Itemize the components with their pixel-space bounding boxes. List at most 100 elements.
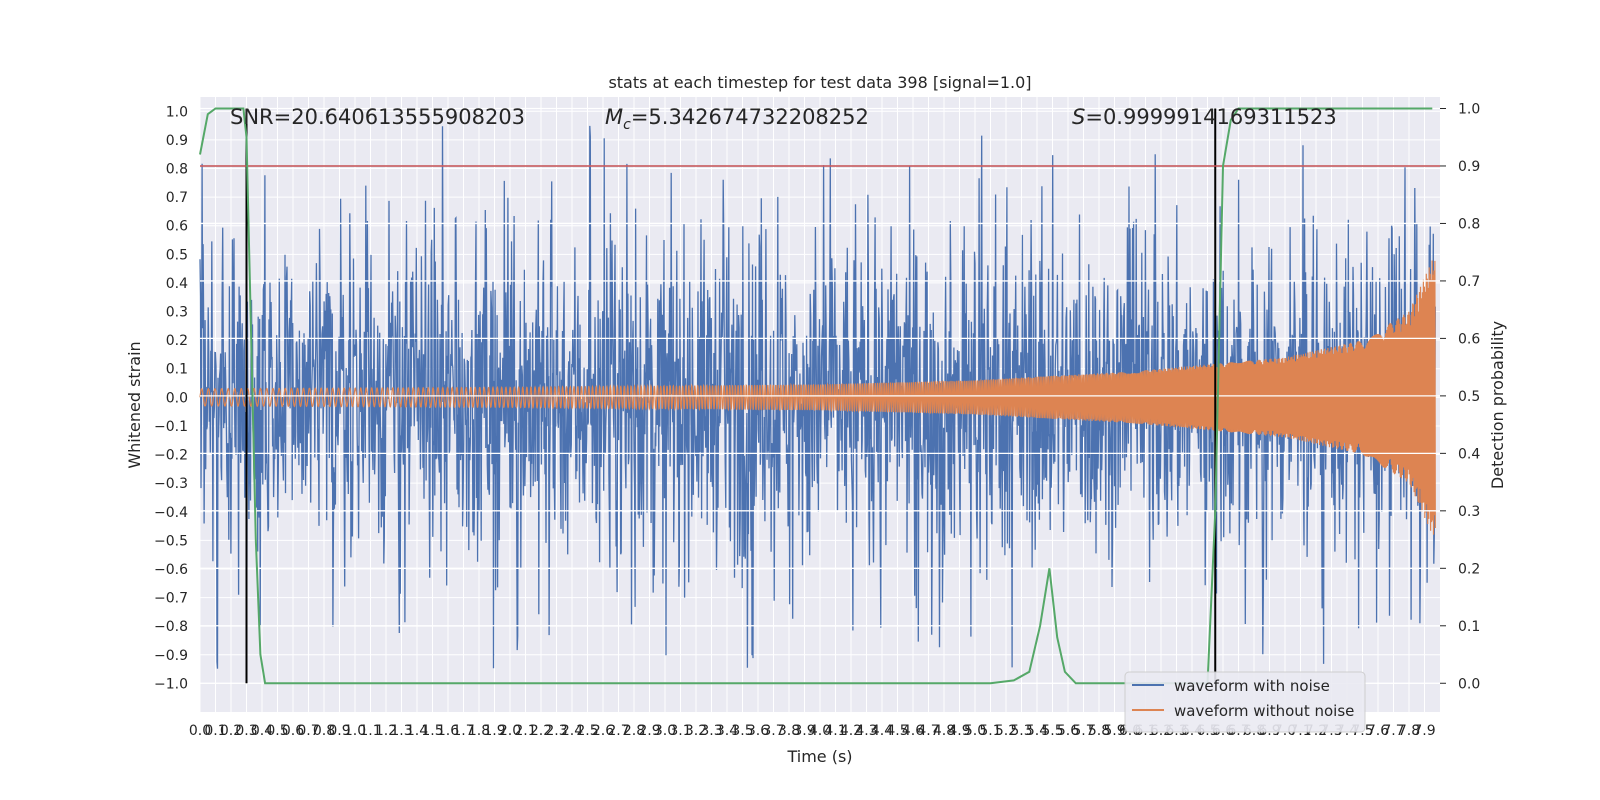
y2-tick-label: 0.6 bbox=[1458, 331, 1480, 347]
y2-tick-label: 0.0 bbox=[1458, 676, 1480, 692]
x-tick-label: 4.9 bbox=[948, 723, 970, 739]
y-tick-label: −0.4 bbox=[154, 505, 188, 521]
grid-overlay bbox=[200, 107, 1440, 684]
y-tick-label: −0.3 bbox=[154, 476, 188, 492]
x-tick-label: 4.4 bbox=[871, 723, 893, 739]
x-tick-label: 1.4 bbox=[406, 723, 428, 739]
waveform-with-noise-line bbox=[199, 125, 1436, 669]
x-tick-label: 7.9 bbox=[1413, 723, 1435, 739]
y2-axis-ticks: 1.0 0.9 0.8 0.7 0.6 0.5 0.4 0.3 0.2 0.1 0.0 bbox=[1440, 101, 1480, 692]
x-tick-label: 3.0 bbox=[654, 723, 676, 739]
vertical-markers bbox=[245, 108, 1217, 684]
x-tick-label: 0.1 bbox=[204, 723, 226, 739]
x-tick-label: 0.2 bbox=[220, 723, 242, 739]
x-tick-label: 2.7 bbox=[607, 723, 629, 739]
chart-title: stats at each timestep for test data 398… bbox=[608, 73, 1031, 92]
x-tick-label: 1.3 bbox=[390, 723, 412, 739]
y-axis-ticks: 1.0 0.9 0.8 0.7 0.6 0.5 0.4 0.3 0.2 0.1 0.0 −0.1 −0.… bbox=[154, 104, 188, 692]
x-tick-label: 0.9 bbox=[328, 723, 350, 739]
y-tick-label: 0.1 bbox=[166, 362, 188, 378]
x-tick-label: 4.5 bbox=[886, 723, 908, 739]
x-tick-label: 5.0 bbox=[964, 723, 986, 739]
y-tick-label: 0.5 bbox=[166, 247, 188, 263]
y-tick-label: 0.3 bbox=[166, 305, 188, 321]
x-tick-label: 2.4 bbox=[561, 723, 583, 739]
y2-tick-label: 0.8 bbox=[1458, 216, 1480, 232]
x-tick-label: 3.3 bbox=[700, 723, 722, 739]
x-tick-label: 3.2 bbox=[685, 723, 707, 739]
y-tick-label: 1.0 bbox=[166, 104, 188, 120]
y2-tick-label: 0.7 bbox=[1458, 274, 1480, 290]
y2-tick-label: 0.9 bbox=[1458, 159, 1480, 175]
x-tick-label: 4.0 bbox=[809, 723, 831, 739]
y2-tick-label: 1.0 bbox=[1458, 101, 1480, 117]
chirp-mass-annotation: Mc=5.342674732208252 bbox=[605, 105, 869, 133]
x-tick-label: 0.8 bbox=[313, 723, 335, 739]
x-tick-label: 3.4 bbox=[716, 723, 738, 739]
snr-annotation: SNR=20.640613555908203 bbox=[230, 105, 525, 129]
y2-tick-label: 0.1 bbox=[1458, 619, 1480, 635]
y-tick-label: 0.6 bbox=[166, 219, 188, 235]
x-tick-label: 1.8 bbox=[468, 723, 490, 739]
x-tick-label: 1.7 bbox=[452, 723, 474, 739]
x-tick-label: 5.4 bbox=[1026, 723, 1048, 739]
series-waveform-with-noise bbox=[199, 125, 1436, 669]
x-tick-label: 4.8 bbox=[933, 723, 955, 739]
legend-box bbox=[1124, 671, 1366, 733]
x-tick-label: 1.6 bbox=[437, 723, 459, 739]
legend-label-noise: waveform with noise bbox=[1174, 677, 1330, 695]
legend-label-clean: waveform without noise bbox=[1174, 702, 1354, 720]
y-tick-label: 0.4 bbox=[166, 276, 188, 292]
x-tick-label: 0.7 bbox=[297, 723, 319, 739]
x-axis-label: Time (s) bbox=[786, 747, 852, 766]
x-tick-label: 5.1 bbox=[979, 723, 1001, 739]
x-tick-label: 2.2 bbox=[530, 723, 552, 739]
x-tick-label: 0.4 bbox=[251, 723, 273, 739]
x-tick-label: 4.3 bbox=[855, 723, 877, 739]
x-tick-label: 5.5 bbox=[1041, 723, 1063, 739]
y-tick-label: −0.5 bbox=[154, 533, 188, 549]
y2-tick-label: 0.2 bbox=[1458, 561, 1480, 577]
y2-axis-label: Detection probability bbox=[1488, 321, 1507, 489]
x-tick-label: 3.7 bbox=[762, 723, 784, 739]
y-tick-label: 0.7 bbox=[166, 190, 188, 206]
score-annotation: S=0.9999914169311523 bbox=[1072, 105, 1337, 129]
x-tick-label: 7.8 bbox=[1398, 723, 1420, 739]
x-tick-label: 4.2 bbox=[840, 723, 862, 739]
x-tick-label: 2.6 bbox=[592, 723, 614, 739]
x-tick-label: 5.2 bbox=[995, 723, 1017, 739]
x-tick-label: 7.6 bbox=[1367, 723, 1389, 739]
x-tick-label: 5.3 bbox=[1010, 723, 1032, 739]
x-tick-label: 7.7 bbox=[1382, 723, 1404, 739]
x-tick-label: 3.1 bbox=[669, 723, 691, 739]
series-waveform-without-noise bbox=[199, 260, 1436, 535]
y-tick-label: −0.8 bbox=[154, 619, 188, 635]
x-tick-label: 5.7 bbox=[1072, 723, 1094, 739]
x-tick-label: 0.0 bbox=[189, 723, 211, 739]
y2-tick-label: 0.5 bbox=[1458, 389, 1480, 405]
x-tick-label: 2.5 bbox=[576, 723, 598, 739]
x-tick-label: 5.9 bbox=[1103, 723, 1125, 739]
x-tick-label: 2.0 bbox=[499, 723, 521, 739]
y2-tick-label: 0.3 bbox=[1458, 504, 1480, 520]
x-tick-label: 0.6 bbox=[282, 723, 304, 739]
detection-probability-line bbox=[199, 107, 1433, 685]
x-tick-label: 4.1 bbox=[824, 723, 846, 739]
x-tick-label: 2.1 bbox=[514, 723, 536, 739]
x-tick-label: 3.6 bbox=[747, 723, 769, 739]
y-tick-label: −0.1 bbox=[154, 419, 188, 435]
x-tick-label: 1.2 bbox=[375, 723, 397, 739]
y-axis-label: Whitened strain bbox=[125, 341, 144, 468]
x-tick-label: 0.5 bbox=[266, 723, 288, 739]
x-tick-label: 1.9 bbox=[483, 723, 505, 739]
x-tick-label: 1.1 bbox=[359, 723, 381, 739]
x-tick-label: 3.5 bbox=[731, 723, 753, 739]
legend: waveform with noise waveform without noi… bbox=[1124, 671, 1366, 733]
y-tick-label: 0.0 bbox=[166, 390, 188, 406]
y-tick-label: 0.2 bbox=[166, 333, 188, 349]
y-tick-label: 0.9 bbox=[166, 133, 188, 149]
x-tick-label: 3.8 bbox=[778, 723, 800, 739]
x-tick-label: 5.8 bbox=[1088, 723, 1110, 739]
x-tick-label: 1.5 bbox=[421, 723, 443, 739]
